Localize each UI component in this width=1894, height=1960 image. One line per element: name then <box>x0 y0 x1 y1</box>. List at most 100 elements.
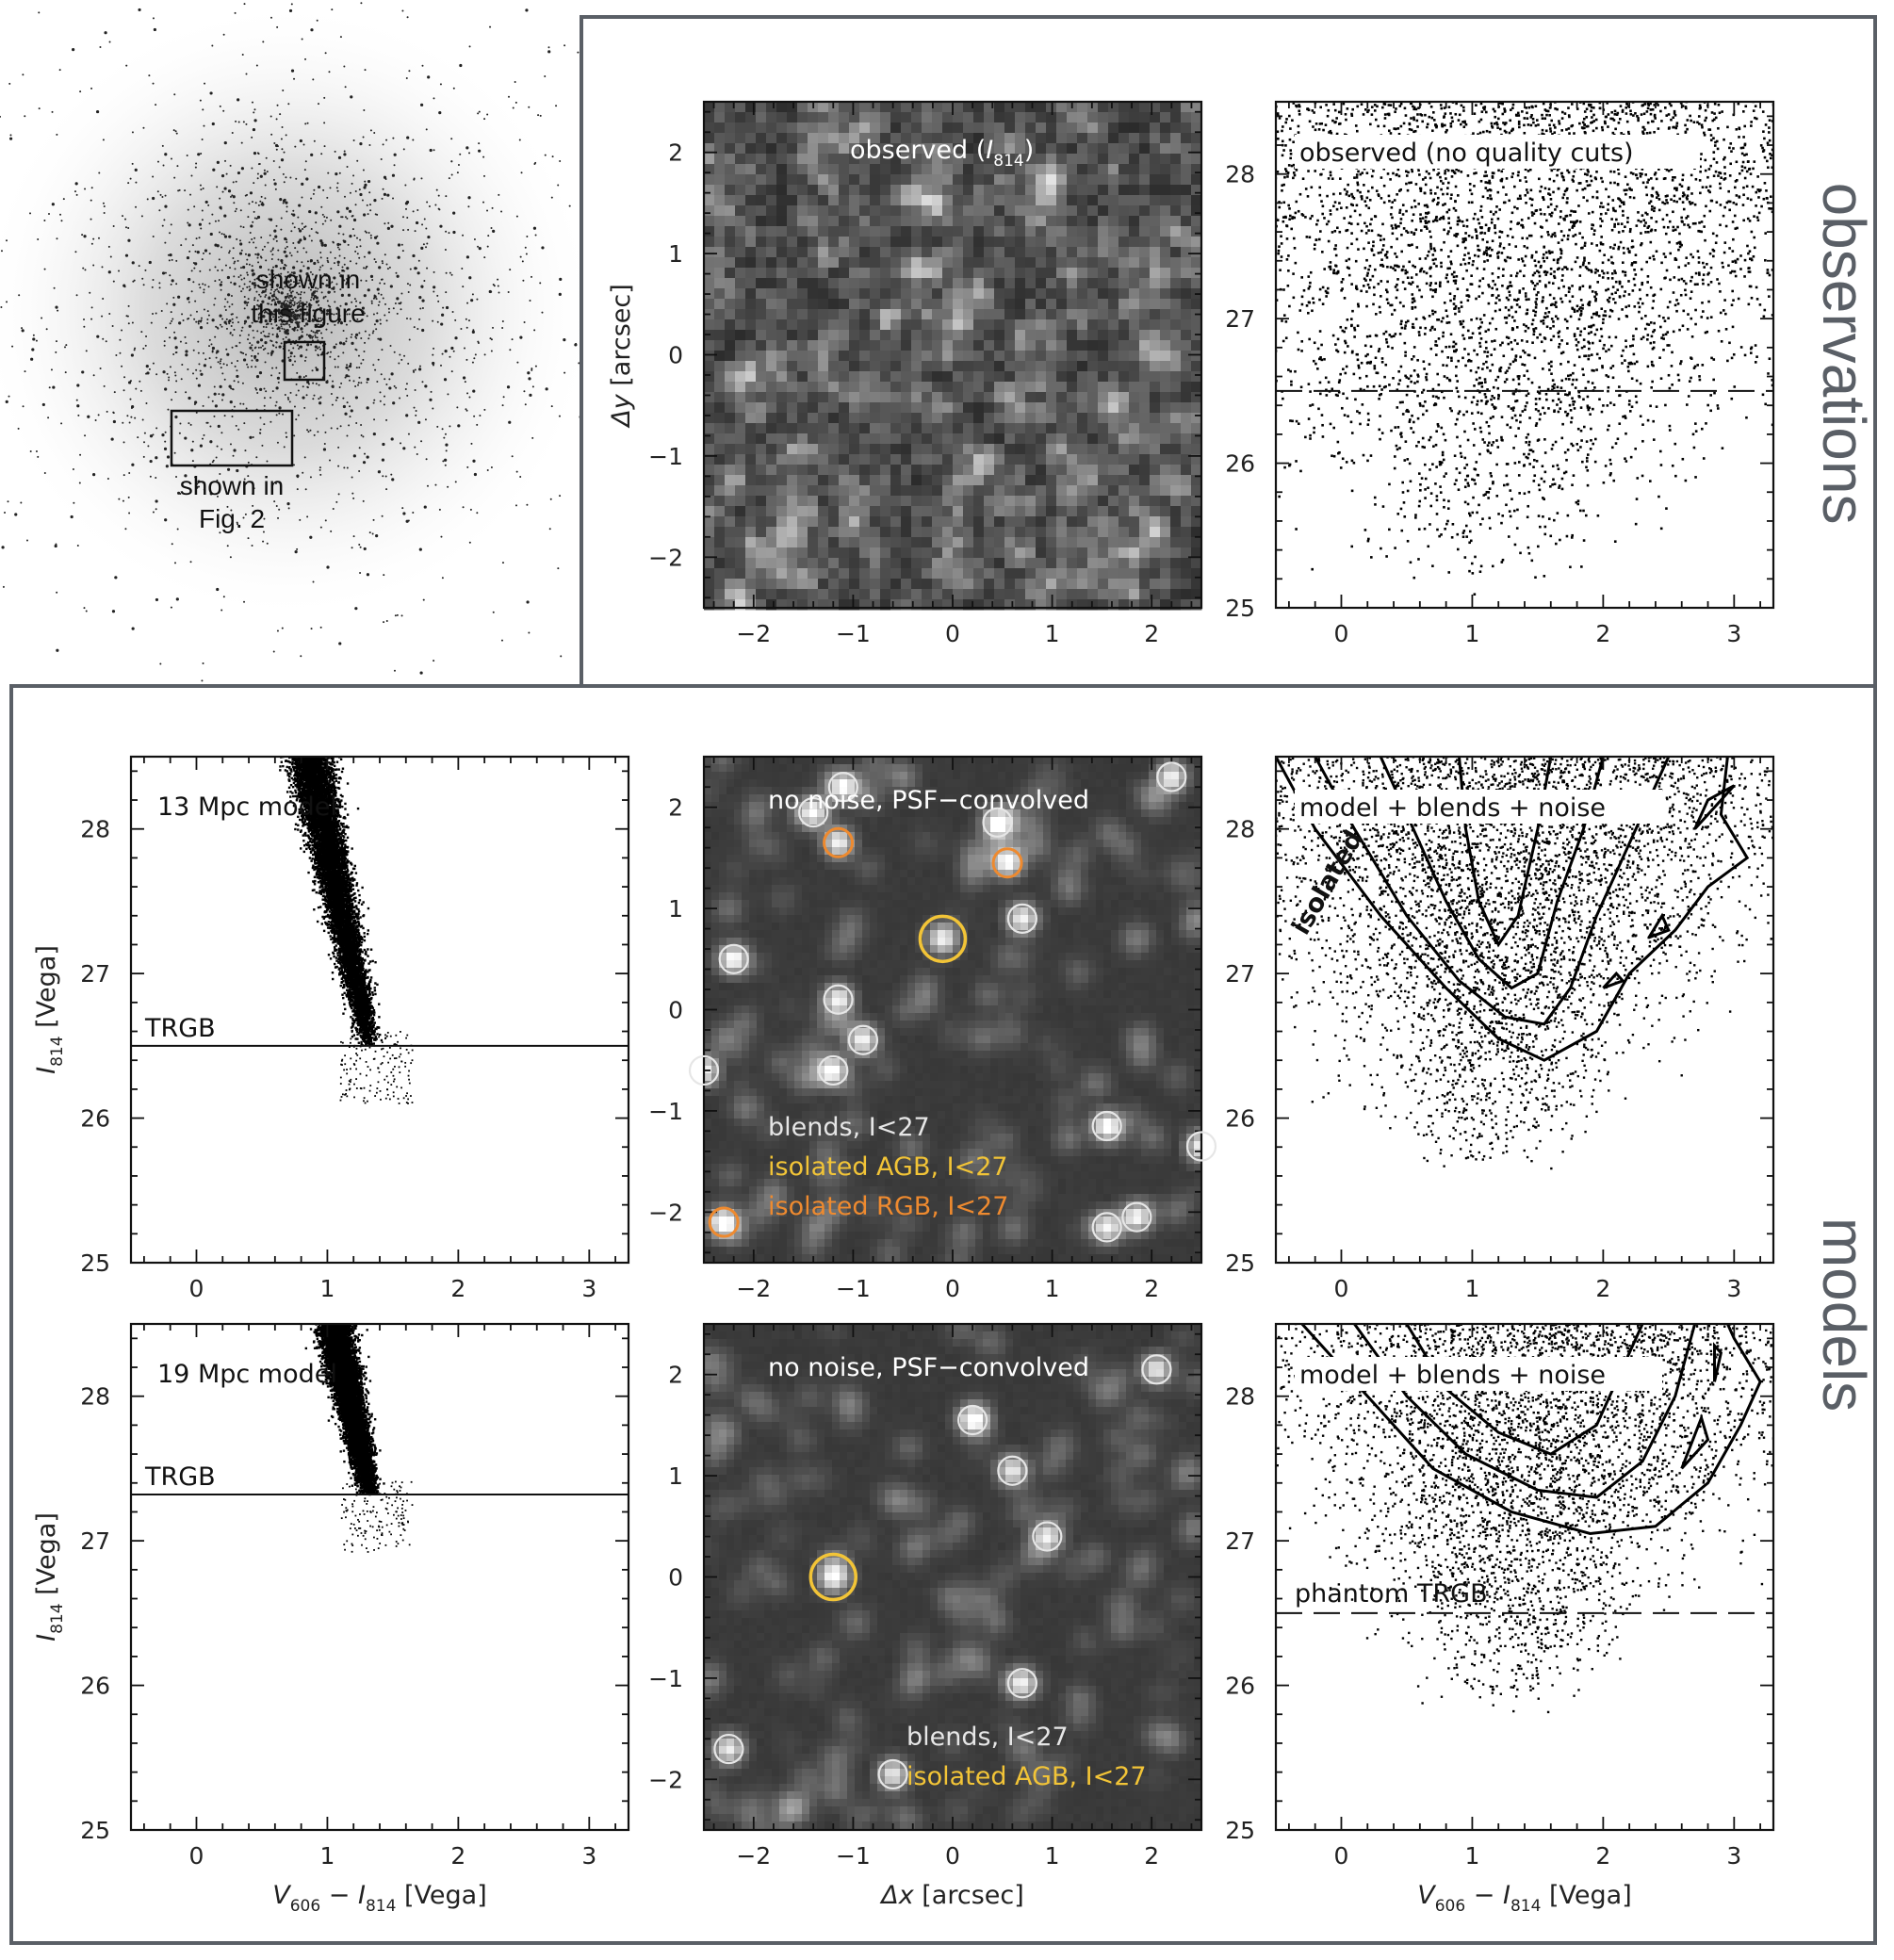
image-pixel <box>1098 444 1109 455</box>
image-pixel <box>942 527 954 538</box>
galaxy-star-dot <box>70 514 73 519</box>
image-pixel <box>901 547 912 559</box>
galaxy-star-dot <box>336 182 339 185</box>
image-pixel <box>1118 361 1130 372</box>
galaxy-star-dot <box>225 318 228 320</box>
image-pixel <box>787 382 798 393</box>
image-pixel <box>1046 382 1057 393</box>
image-pixel <box>1129 465 1140 476</box>
image-pixel <box>1150 516 1161 528</box>
image-pixel <box>1046 133 1057 144</box>
image-pixel <box>1046 371 1057 383</box>
image-pixel <box>787 133 798 144</box>
galaxy-star-dot <box>317 185 321 189</box>
galaxy-star-dot <box>290 230 293 233</box>
image-pixel <box>1036 423 1047 434</box>
galaxy-star-dot <box>326 352 329 355</box>
image-pixel <box>911 444 923 455</box>
galaxy-star-dot <box>153 27 156 32</box>
image-pixel <box>1087 361 1099 372</box>
image-pixel <box>725 371 736 383</box>
galaxy-star-dot <box>310 153 314 156</box>
image-pixel <box>1015 465 1026 476</box>
image-pixel <box>911 351 923 362</box>
image-pixel <box>1160 444 1171 455</box>
image-pixel <box>932 268 943 279</box>
galaxy-star-dot <box>378 301 381 303</box>
galaxy-star-dot <box>264 295 267 298</box>
galaxy-star-dot <box>412 210 415 213</box>
galaxy-star-dot <box>276 376 281 380</box>
image-pixel <box>704 527 715 538</box>
galaxy-star-dot <box>260 237 263 239</box>
galaxy-star-dot <box>379 391 382 394</box>
image-pixel <box>756 382 767 393</box>
image-pixel <box>1036 174 1047 186</box>
galaxy-star-dot <box>407 228 410 231</box>
image-pixel <box>766 547 777 559</box>
image-pixel <box>1181 568 1192 580</box>
image-pixel <box>1046 216 1057 227</box>
galaxy-star-dot <box>231 302 234 305</box>
galaxy-star-dot <box>344 412 348 416</box>
galaxy-star-dot <box>587 85 589 87</box>
image-pixel <box>870 402 881 414</box>
image-pixel <box>766 423 777 434</box>
image-pixel <box>880 288 891 300</box>
galaxy-star-dot <box>384 378 386 381</box>
galaxy-star-dot <box>342 397 345 400</box>
image-pixel <box>953 485 964 497</box>
galaxy-star-dot <box>444 433 447 435</box>
galaxy-star-dot <box>200 317 203 319</box>
galaxy-star-dot <box>259 295 262 298</box>
image-pixel <box>1129 537 1140 548</box>
galaxy-star-dot <box>293 405 296 408</box>
image-pixel <box>828 351 840 362</box>
galaxy-star-dot <box>276 333 279 335</box>
image-pixel <box>1170 568 1182 580</box>
galaxy-star-dot <box>51 203 55 206</box>
image-pixel <box>1015 340 1026 351</box>
galaxy-star-dot <box>354 396 359 400</box>
image-pixel <box>1087 579 1099 590</box>
image-pixel <box>756 558 767 569</box>
galaxy-star-dot <box>324 431 327 433</box>
image-pixel <box>1015 589 1026 600</box>
image-pixel <box>994 309 1005 320</box>
galaxy-star-dot <box>241 326 244 329</box>
galaxy-star-dot <box>637 176 639 178</box>
galaxy-star-dot <box>185 342 188 345</box>
image-pixel <box>745 340 757 351</box>
image-pixel <box>787 547 798 559</box>
image-pixel <box>1077 475 1088 486</box>
image-pixel <box>911 288 923 300</box>
image-pixel <box>1004 309 1016 320</box>
galaxy-star-dot <box>466 302 469 304</box>
galaxy-star-dot <box>600 318 602 319</box>
galaxy-star-dot <box>407 433 410 435</box>
image-pixel <box>1118 122 1130 134</box>
galaxy-star-dot <box>305 177 309 181</box>
galaxy-star-dot <box>25 539 28 542</box>
galaxy-star-dot <box>364 69 367 72</box>
image-pixel <box>911 589 923 600</box>
galaxy-star-dot <box>268 296 270 299</box>
image-pixel <box>1139 226 1151 237</box>
galaxy-star-dot <box>416 208 419 211</box>
image-pixel <box>880 122 891 134</box>
galaxy-star-dot <box>121 329 123 332</box>
galaxy-star-dot <box>196 251 200 254</box>
image-pixel <box>994 402 1005 414</box>
image-pixel <box>1150 392 1161 403</box>
image-pixel <box>1046 506 1057 517</box>
image-pixel <box>1098 547 1109 559</box>
galaxy-star-dot <box>161 433 165 437</box>
galaxy-star-dot <box>208 357 211 360</box>
image-pixel <box>1015 392 1026 403</box>
galaxy-star-dot <box>161 196 164 199</box>
image-pixel <box>725 382 736 393</box>
image-pixel <box>1108 392 1119 403</box>
image-pixel <box>942 195 954 206</box>
image-pixel <box>1160 496 1171 507</box>
galaxy-star-dot <box>261 345 264 348</box>
